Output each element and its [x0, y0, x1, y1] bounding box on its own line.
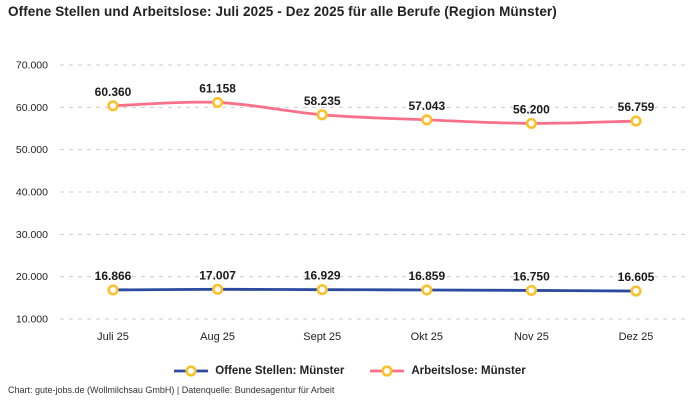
x-tick-label: Aug 25 [200, 331, 235, 343]
data-point-label: 16.750 [513, 269, 550, 283]
data-point-marker[interactable] [212, 96, 224, 109]
data-point-label: 57.043 [408, 99, 445, 113]
data-point-marker[interactable] [525, 284, 538, 297]
data-point-marker[interactable] [630, 285, 642, 297]
x-tick-label: Dez 25 [619, 331, 654, 343]
data-point-label: 16.866 [95, 269, 132, 283]
data-point-label: 60.360 [95, 85, 132, 99]
data-point-label: 16.859 [408, 269, 445, 283]
legend-item-arbeitslose[interactable]: Arbeitslose: Münster [370, 364, 526, 378]
line-chart-plot: 10.000 20.000 30.000 40.000 50.000 60.000 70.0… [16, 60, 688, 343]
y-tick-label: 10.000 [16, 314, 48, 326]
y-tick-label: 50.000 [16, 144, 48, 156]
legend-marker-icon [381, 365, 393, 377]
data-point-label: 17.007 [199, 268, 236, 282]
data-point-label: 61.158 [199, 81, 236, 95]
y-tick-label: 20.000 [16, 271, 48, 283]
chart-title: Offene Stellen und Arbeitslose: Juli 202… [8, 4, 557, 19]
data-point-label: 58.235 [304, 94, 341, 108]
data-point-label: 16.605 [618, 270, 655, 284]
data-point-marker[interactable] [107, 100, 119, 112]
data-point-marker[interactable] [316, 284, 328, 296]
data-point-marker[interactable] [525, 117, 538, 130]
data-point-label: 16.929 [304, 269, 341, 283]
legend-item-offene-stellen[interactable]: Offene Stellen: Münster [174, 364, 344, 378]
chart-attribution: Chart: gute-jobs.de (Wollmilchsau GmbH) … [8, 385, 335, 395]
x-tick-label: Sept 25 [303, 331, 341, 343]
y-tick-label: 30.000 [16, 229, 48, 241]
legend-label: Arbeitslose: Münster [411, 365, 526, 377]
line-marker-swatch-icon [370, 365, 405, 377]
legend-label: Offene Stellen: Münster [215, 365, 345, 377]
data-point-marker[interactable] [421, 284, 433, 296]
series-line [111, 100, 638, 125]
x-tick-label: Nov 25 [514, 331, 549, 343]
data-point-marker[interactable] [316, 109, 328, 121]
x-tick-label: Okt 25 [411, 331, 443, 343]
data-point-label: 56.759 [618, 100, 655, 114]
legend-marker-icon [185, 365, 197, 377]
line-marker-swatch-icon [174, 365, 209, 377]
y-tick-label: 40.000 [16, 187, 48, 199]
data-point-marker[interactable] [421, 114, 433, 126]
y-tick-label: 60.000 [16, 102, 48, 114]
series-line [111, 287, 638, 293]
data-point-marker[interactable] [107, 284, 119, 296]
x-tick-label: Juli 25 [97, 331, 129, 343]
data-point-marker[interactable] [630, 115, 642, 127]
chart-legend: Offene Stellen: Münster Arbeitslose: Mün… [0, 358, 700, 384]
y-tick-label: 70.000 [16, 60, 48, 72]
data-point-label: 56.200 [513, 102, 550, 116]
data-point-marker[interactable] [212, 283, 224, 295]
